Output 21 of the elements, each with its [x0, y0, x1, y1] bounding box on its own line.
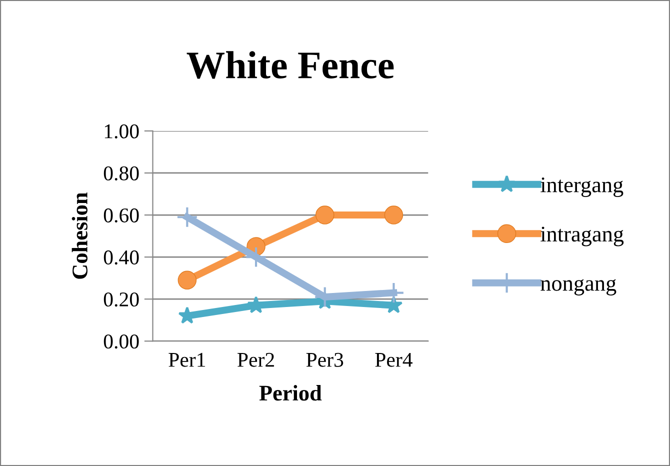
y-tick-label: 1.00 [104, 124, 139, 138]
point [176, 206, 198, 228]
point [384, 206, 404, 224]
point [178, 270, 197, 290]
x-tick-label: Per2 [238, 352, 274, 367]
x-tick-label: Per4 [375, 352, 412, 367]
y-tick-label: 0.60 [104, 208, 139, 223]
point [245, 246, 267, 268]
y-tick-label: 0.20 [104, 292, 139, 307]
legend-label: intragang [540, 226, 624, 246]
x-axis-title: Period [259, 385, 322, 401]
x-tick-label: Per3 [306, 352, 344, 367]
chart-title: White Fence [186, 51, 394, 79]
legend-label: intergang [540, 177, 624, 197]
y-tick-label: 0.40 [104, 250, 139, 265]
y-tick-label: 0.00 [104, 334, 139, 349]
legend-label: nongang [540, 279, 616, 296]
point [315, 206, 334, 224]
y-axis-title: Cohesion [72, 192, 88, 279]
x-tick-label: Per1 [168, 352, 206, 367]
y-tick-label: 0.80 [104, 166, 139, 181]
